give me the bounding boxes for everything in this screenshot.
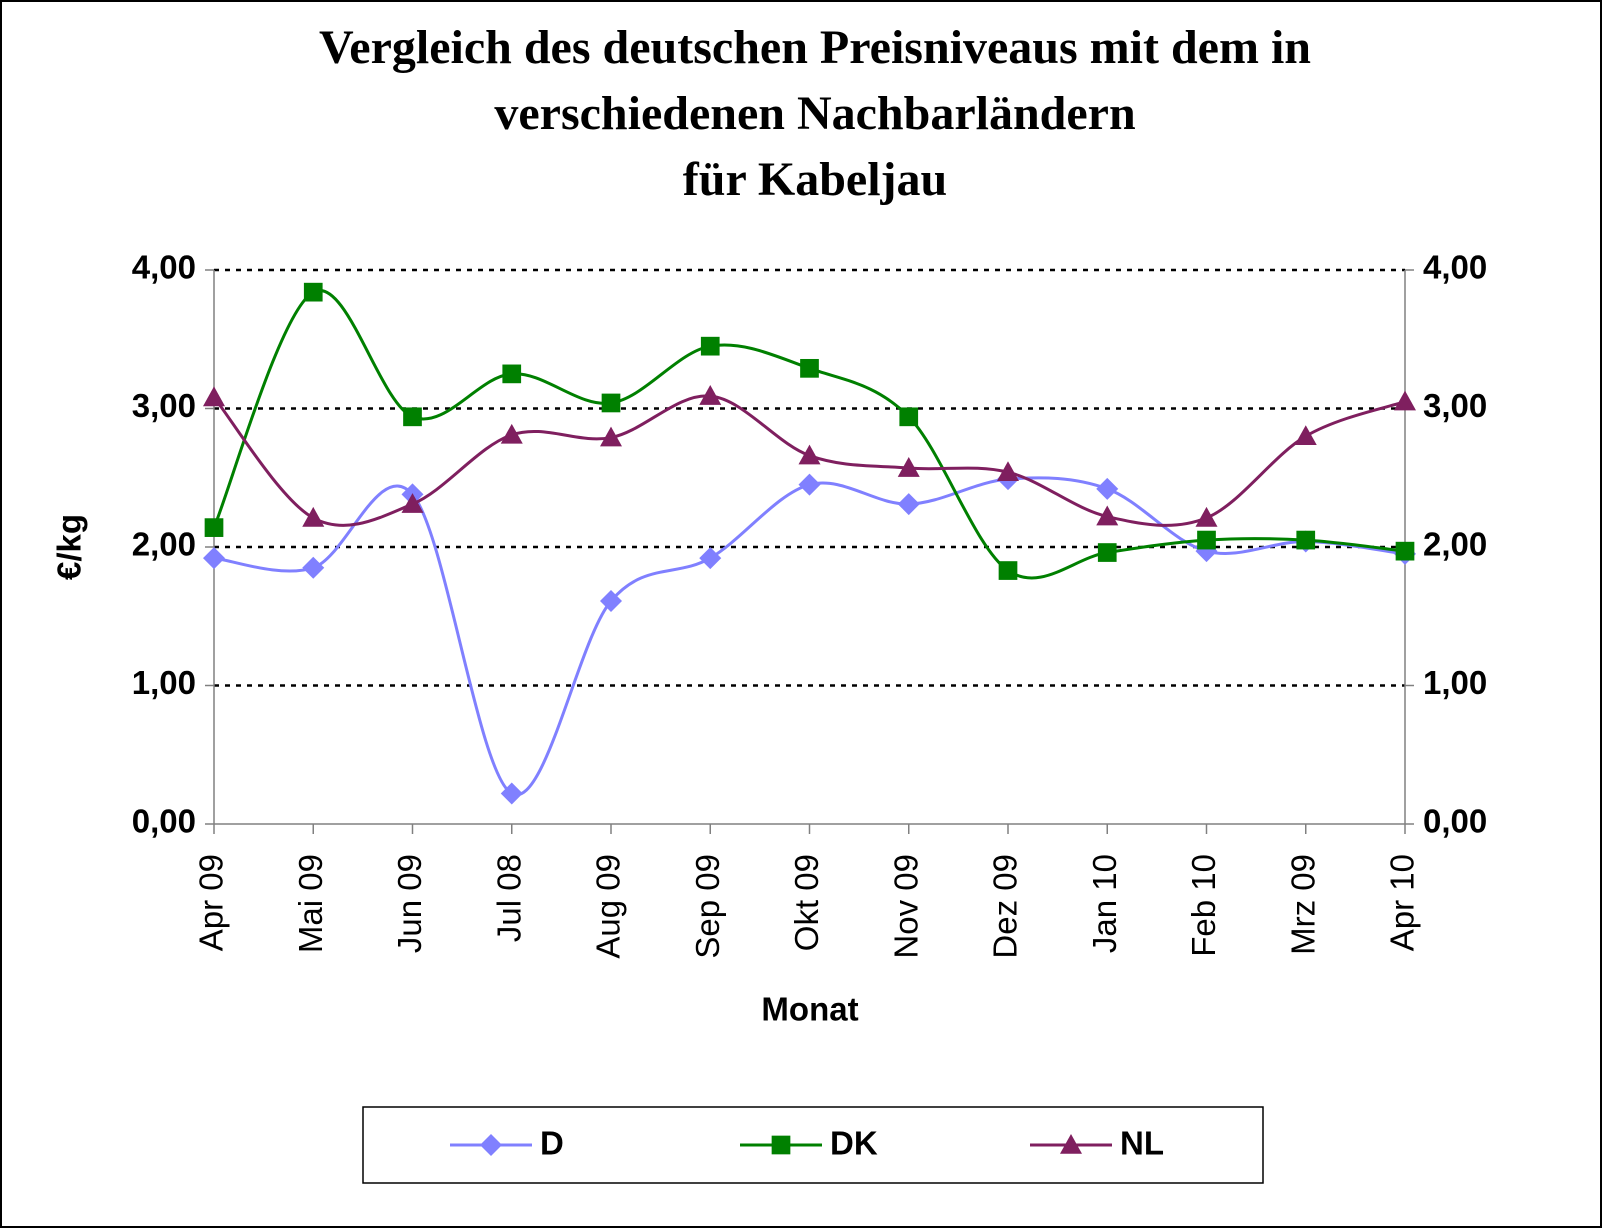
marker	[600, 590, 622, 613]
marker	[302, 556, 325, 579]
x-tick-label: Dez 09	[987, 854, 1024, 959]
marker	[1395, 541, 1415, 561]
marker	[1394, 390, 1416, 411]
x-axis-label: Monat	[761, 991, 858, 1028]
y-tick-label: 0,00	[132, 803, 196, 840]
marker	[798, 473, 821, 496]
y2-tick-label: 0,00	[1423, 803, 1487, 840]
marker	[1096, 477, 1119, 500]
y2-tick-label: 3,00	[1423, 387, 1487, 424]
y-tick-label: 2,00	[132, 526, 196, 563]
marker	[204, 518, 224, 537]
series-line	[212, 288, 1406, 580]
x-tick-label: Jul 08	[490, 854, 527, 942]
x-tick-label: Sep 09	[689, 854, 726, 959]
marker	[203, 386, 225, 407]
x-tick-label: Mrz 09	[1284, 854, 1321, 955]
marker	[1195, 506, 1218, 527]
y2-tick-label: 4,00	[1423, 249, 1487, 286]
marker	[600, 426, 622, 447]
y-tick-label: 4,00	[132, 249, 196, 286]
marker	[798, 444, 821, 465]
x-tick-label: Okt 09	[788, 854, 825, 951]
chart-title: Vergleich des deutschen Preisniveaus mit…	[319, 21, 1311, 74]
x-tick-label: Aug 09	[590, 854, 627, 959]
legend-marker	[480, 1134, 502, 1156]
y-tick-label: 1,00	[132, 664, 196, 701]
marker	[1294, 425, 1317, 445]
x-tick-label: Mai 09	[292, 854, 329, 953]
marker	[800, 358, 819, 378]
x-tick-label: Jun 09	[391, 854, 428, 953]
marker	[500, 423, 523, 444]
marker	[502, 364, 522, 384]
legend-marker	[1060, 1134, 1082, 1154]
legend-label: D	[540, 1125, 564, 1162]
y2-tick-label: 1,00	[1423, 664, 1487, 701]
marker	[699, 547, 722, 570]
marker	[401, 493, 424, 513]
marker	[700, 336, 720, 356]
marker	[1097, 543, 1117, 562]
legend-marker	[771, 1135, 791, 1155]
marker	[1197, 530, 1216, 550]
chart-title: für Kabeljau	[683, 153, 947, 206]
marker	[403, 407, 422, 427]
x-tick-label: Apr 09	[193, 854, 230, 951]
marker	[699, 385, 722, 405]
legend-label: DK	[830, 1125, 878, 1162]
marker	[302, 506, 325, 527]
marker	[897, 493, 920, 516]
y-axis-label: €/kg	[51, 514, 88, 580]
x-tick-label: Nov 09	[887, 854, 924, 959]
marker	[899, 407, 919, 427]
marker	[1096, 505, 1119, 526]
x-tick-label: Jan 10	[1086, 854, 1123, 953]
marker	[897, 457, 920, 477]
marker	[601, 393, 621, 413]
marker	[203, 547, 225, 570]
x-tick-label: Apr 10	[1384, 854, 1421, 951]
marker	[997, 461, 1019, 482]
marker	[500, 782, 523, 805]
x-tick-label: Feb 10	[1185, 854, 1222, 957]
marker	[1296, 530, 1316, 550]
legend-label: NL	[1120, 1125, 1164, 1162]
marker	[303, 282, 323, 302]
y2-tick-label: 2,00	[1423, 526, 1487, 563]
marker	[998, 561, 1018, 580]
y-tick-label: 3,00	[132, 387, 196, 424]
chart-title: verschiedenen Nachbarländern	[494, 87, 1135, 140]
